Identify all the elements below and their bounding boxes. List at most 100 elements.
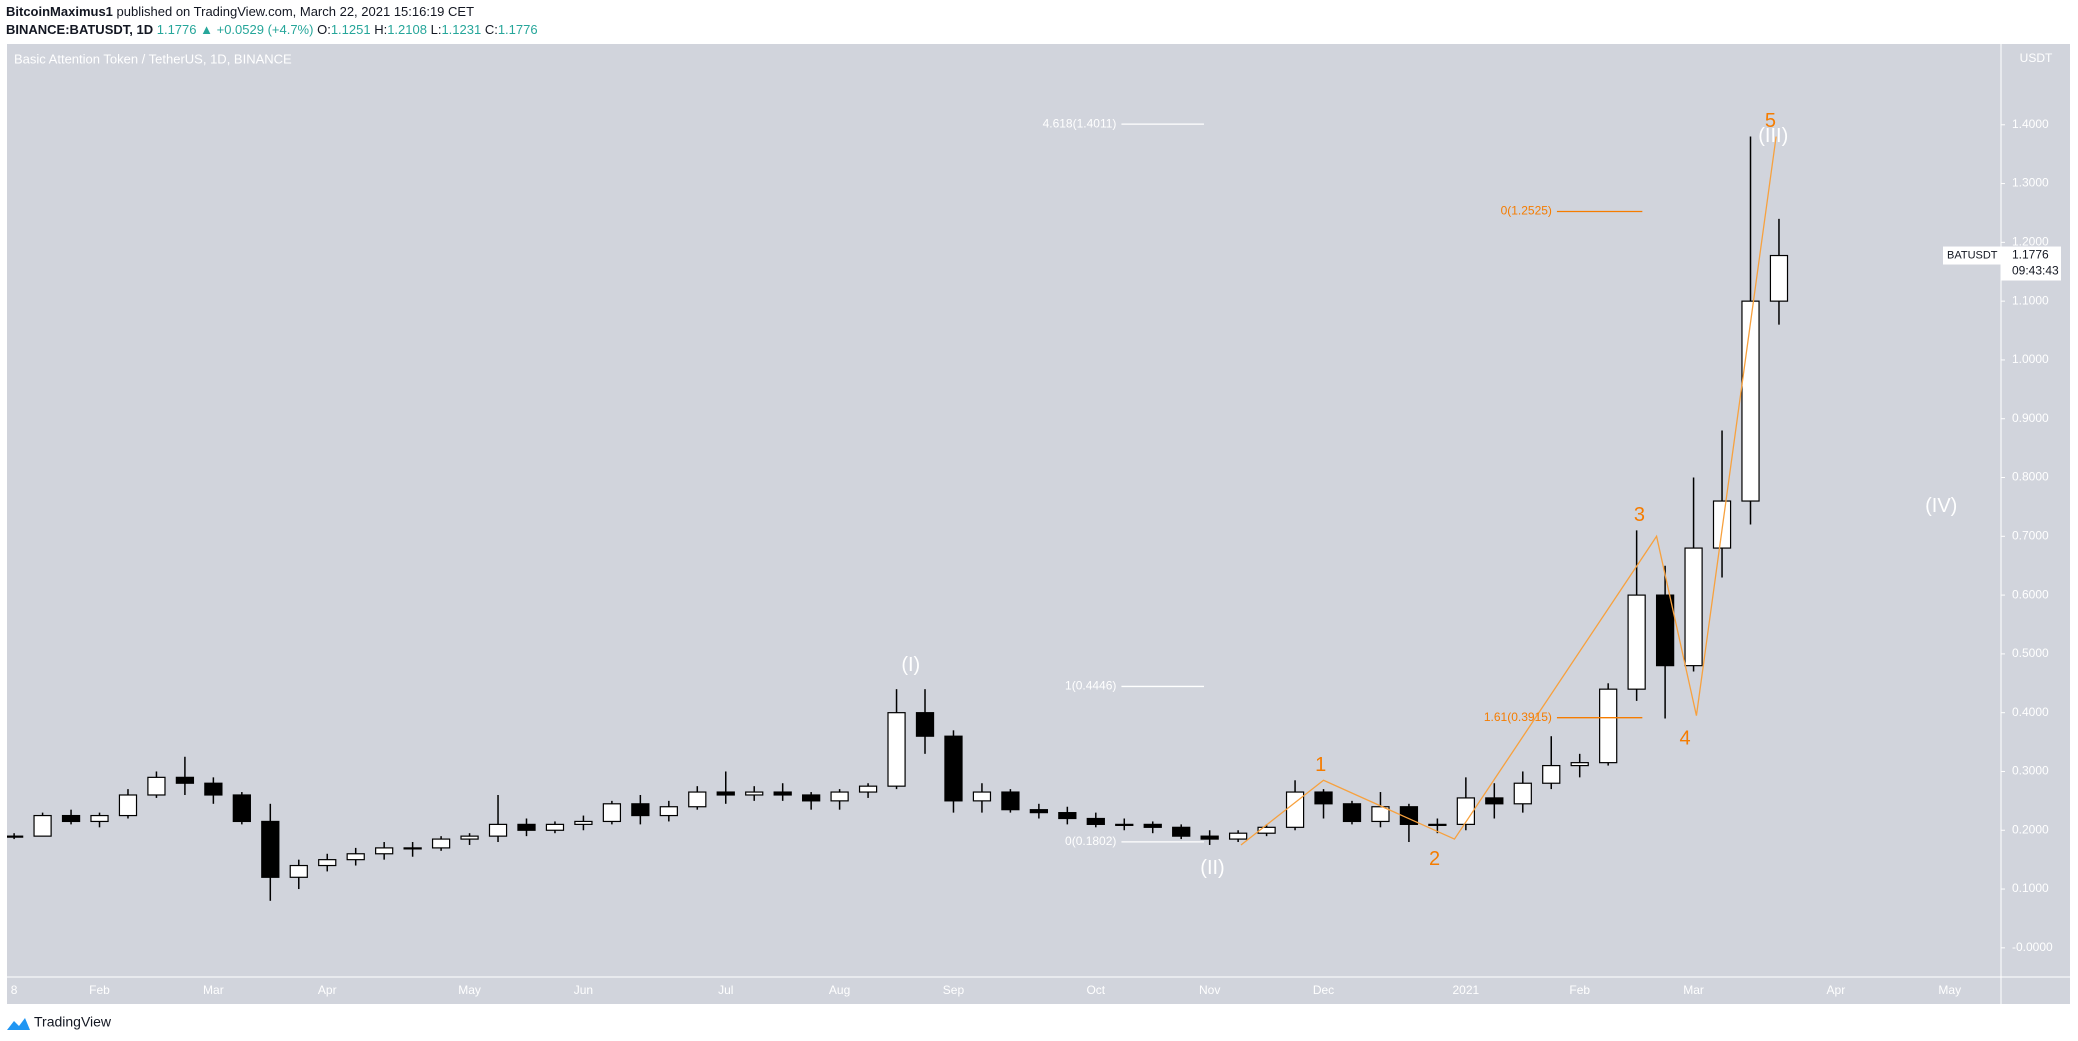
chart-background	[7, 44, 2070, 1004]
candle-body	[773, 791, 792, 796]
candle-body	[460, 835, 479, 840]
y-tick-label: 0.1000	[2012, 881, 2049, 895]
wave-label: (IV)	[1925, 495, 1957, 517]
y-tick-label: 0.3000	[2012, 764, 2049, 778]
y-tick-label: 1.2000	[2012, 235, 2049, 249]
y-tick-label: 0.9000	[2012, 411, 2049, 425]
x-tick-label: May	[1938, 983, 1961, 997]
wave-label: 2	[1429, 848, 1440, 870]
brand: TradingView	[34, 1014, 112, 1030]
x-tick-label: Oct	[1086, 983, 1105, 997]
fib-label: 0(0.1802)	[1065, 834, 1116, 848]
author[interactable]: BitcoinMaximus1	[6, 4, 113, 19]
candle-body	[61, 814, 81, 823]
y-tick-label: 0.5000	[2012, 646, 2049, 660]
x-tick-label: Mar	[203, 983, 224, 997]
wave-label: (I)	[901, 654, 920, 676]
ohlc-value: 1.1251	[330, 22, 371, 37]
candle-body	[90, 814, 109, 823]
candle-body	[1684, 547, 1703, 667]
x-tick-label: Apr	[1827, 983, 1846, 997]
candle-body	[830, 791, 849, 802]
y-tick-label: 0.7000	[2012, 528, 2049, 542]
candle-body	[1257, 826, 1276, 834]
x-tick-label: Feb	[1569, 983, 1590, 997]
candle-body	[1570, 762, 1589, 767]
candle-body	[745, 791, 764, 796]
x-tick-label: May	[458, 983, 481, 997]
candle-body	[204, 782, 223, 796]
y-unit: USDT	[2020, 51, 2053, 65]
y-tick-label: 1.3000	[2012, 176, 2049, 190]
plot-area: 4.618(1.4011) 1(0.4446) 0(0.1802) 0(1.2525)…	[7, 110, 1957, 901]
candle-body	[1314, 791, 1333, 805]
ohlc-key: L:	[430, 22, 442, 37]
fib-label: 0(1.2525)	[1501, 204, 1552, 218]
x-tick-label: Aug	[829, 983, 850, 997]
candle-body	[1143, 823, 1162, 828]
wave-label: 3	[1634, 504, 1645, 526]
candle-body	[289, 864, 308, 878]
price-tag-box	[2001, 246, 2061, 281]
ohlc: O:1.1251 H:1.2108 L:1.1231 C:1.1776	[317, 22, 538, 37]
candle-body	[488, 823, 508, 837]
candle-body	[517, 823, 536, 831]
candle-body	[431, 838, 451, 849]
y-tick-label: 1.1000	[2012, 293, 2049, 307]
candle-body	[1029, 809, 1049, 814]
wave-label: 5	[1765, 110, 1776, 132]
wave-label: 4	[1679, 727, 1690, 749]
candle-body	[1342, 803, 1362, 823]
candle-body	[602, 803, 622, 823]
logo[interactable]: TradingView	[7, 1014, 112, 1030]
candle-body	[318, 859, 337, 867]
price-tag-name-box	[1943, 246, 2001, 265]
x-tick-label: Mar	[1683, 983, 1704, 997]
wave-label: (II)	[1200, 857, 1224, 879]
ohlc-value: 1.2108	[387, 22, 427, 37]
candle-body	[1542, 764, 1561, 784]
y-tick-label: 0.4000	[2012, 705, 2049, 719]
x-tick-label: 2021	[1452, 983, 1479, 997]
candle-body	[147, 776, 166, 796]
candle-body	[716, 791, 735, 796]
symbol: BINANCE:BATUSDT, 1D	[6, 22, 154, 37]
x-tick-label: Jun	[574, 983, 593, 997]
candle-body	[631, 803, 650, 817]
candle-body	[1456, 797, 1475, 825]
candle-body	[232, 794, 251, 823]
ohlc-value: 1.1776	[497, 22, 538, 37]
candle-body	[1200, 835, 1219, 840]
candle-body	[802, 794, 821, 802]
candle-body	[1428, 823, 1447, 826]
candle-body	[7, 835, 24, 838]
header: BitcoinMaximus1 published on TradingView…	[6, 3, 538, 39]
logo-icon	[7, 1018, 30, 1030]
wave-label: (III)	[1758, 125, 1788, 147]
x-tick-label: Dec	[1313, 983, 1334, 997]
candle-body	[1228, 832, 1248, 840]
candle-body	[1485, 797, 1504, 805]
y-tick-label: 0.2000	[2012, 822, 2049, 836]
wave-label: 1	[1315, 754, 1326, 776]
ohlc-key: O:	[317, 22, 331, 37]
candle-body	[915, 712, 935, 737]
candle-body	[858, 785, 878, 793]
ohlc-value: 1.1231	[441, 22, 482, 37]
candle-body	[118, 794, 138, 817]
candle-body	[1058, 812, 1077, 820]
candle-body	[1599, 688, 1618, 764]
candle-body	[659, 806, 678, 817]
x-tick-label: Jul	[718, 983, 733, 997]
published: published on TradingView.com, March 22, …	[116, 4, 475, 19]
price-tag-value: 1.1776	[2012, 248, 2049, 262]
candle-body	[944, 735, 963, 802]
y-tick-label: -0.0000	[2012, 940, 2053, 954]
candle-body	[1513, 782, 1532, 805]
x-tick-label: Feb	[89, 983, 110, 997]
candle-body	[1001, 791, 1020, 811]
candle-body	[887, 712, 906, 787]
price-tag-name: BATUSDT	[1947, 249, 1998, 261]
